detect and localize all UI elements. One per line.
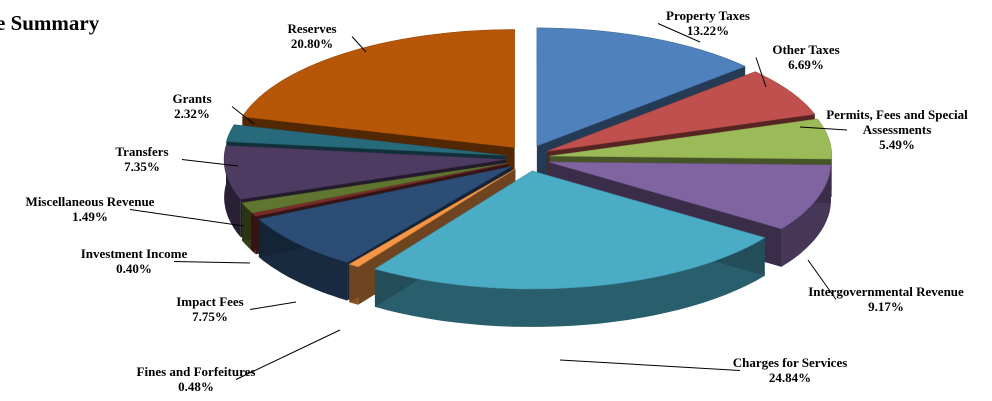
label-transfers: Transfers 7.35% xyxy=(115,144,168,174)
label-impact-fees: Impact Fees 7.75% xyxy=(176,294,244,324)
leader-fines-and-forfeitures xyxy=(235,329,341,380)
label-value-charges-for-services: 24.84% xyxy=(769,370,811,385)
label-value-intergovernmental-revenue: 9.17% xyxy=(868,299,904,314)
pie-slice-charges-for-services xyxy=(374,170,766,290)
label-value-fines-and-forfeitures: 0.48% xyxy=(178,379,214,394)
pie-slice-permits-fees-and-special-assessments xyxy=(549,118,833,160)
label-value-other-taxes: 6.69% xyxy=(788,57,824,72)
leader-intergovernmental-revenue xyxy=(807,259,837,300)
label-investment-income: Investment Income 0.40% xyxy=(81,246,188,276)
label-name-other-taxes: Other Taxes xyxy=(772,42,839,57)
label-value-transfers: 7.35% xyxy=(124,159,160,174)
label-property-taxes: Property Taxes 13.22% xyxy=(666,8,750,38)
label-other-taxes: Other Taxes 6.69% xyxy=(772,42,839,72)
label-name-miscellaneous-revenue: Miscellaneous Revenue xyxy=(26,194,155,209)
leader-grants xyxy=(231,106,255,125)
leader-transfers xyxy=(181,159,239,167)
pie-slice-fines-and-forfeitures xyxy=(348,168,516,268)
label-name-grants: Grants xyxy=(173,91,212,106)
pie-slice-impact-fees xyxy=(258,166,512,263)
label-value-investment-income: 0.40% xyxy=(116,261,152,276)
leader-property-taxes xyxy=(657,23,701,43)
label-name-investment-income: Investment Income xyxy=(81,246,188,261)
label-name-impact-fees: Impact Fees xyxy=(176,294,244,309)
label-value-permits-fees-and-special-assessments: 5.49% xyxy=(879,137,915,152)
leader-miscellaneous-revenue xyxy=(129,209,245,227)
label-charges-for-services: Charges for Services 24.84% xyxy=(733,355,848,385)
pie-slice-transfers xyxy=(223,145,507,200)
label-miscellaneous-revenue: Miscellaneous Revenue 1.49% xyxy=(26,194,155,224)
label-value-grants: 2.32% xyxy=(174,106,210,121)
pie-slice-reserves xyxy=(241,29,515,148)
pie-slice-miscellaneous-revenue xyxy=(241,162,508,214)
label-intergovernmental-revenue: Intergovernmental Revenue 9.17% xyxy=(808,284,964,314)
pie-side-transfers xyxy=(224,145,241,238)
label-name-reserves: Reserves xyxy=(287,21,336,36)
label-name-permits-fees-and-special-assessments: Permits, Fees and Special xyxy=(826,107,968,122)
label-value-miscellaneous-revenue: 1.49% xyxy=(72,209,108,224)
label-name-charges-for-services: Charges for Services xyxy=(733,355,848,370)
label-fines-and-forfeitures: Fines and Forfeitures 0.48% xyxy=(137,364,256,394)
pie-slice-intergovernmental-revenue xyxy=(548,161,832,230)
pie-side-charges-for-services xyxy=(374,237,765,327)
label-name-intergovernmental-revenue: Intergovernmental Revenue xyxy=(808,284,964,299)
label-value-reserves: 20.80% xyxy=(291,36,333,51)
label-reserves: Reserves 20.80% xyxy=(287,21,336,51)
label-name-fines-and-forfeitures: Fines and Forfeitures xyxy=(137,364,256,379)
label-name-property-taxes: Property Taxes xyxy=(666,8,750,23)
leader-other-taxes xyxy=(755,57,767,88)
label-value-impact-fees: 7.75% xyxy=(192,309,228,324)
pie-labels: Property Taxes 13.22% Other Taxes 6.69% Perm… xyxy=(26,8,969,394)
leader-investment-income xyxy=(173,261,251,264)
pie-slice-grants xyxy=(226,124,507,156)
pie-side-intergovernmental-revenue xyxy=(781,165,831,267)
leader-impact-fees xyxy=(249,301,297,310)
leader-reserves xyxy=(351,36,367,53)
pie-slice-property-taxes xyxy=(536,27,746,147)
label-value-property-taxes: 13.22% xyxy=(687,23,729,38)
label-name-transfers: Transfers xyxy=(115,144,168,159)
pie-slice-other-taxes xyxy=(546,71,816,152)
pie-top-faces xyxy=(223,27,833,290)
label-name-permits-fees-and-special-assessments: Assessments xyxy=(863,122,932,137)
leader-permits-fees-and-special-assessments xyxy=(799,126,848,131)
label-permits-fees-and-special-assessments: Permits, Fees and Special Assessments 5.49… xyxy=(826,107,968,152)
leader-charges-for-services xyxy=(559,359,741,371)
chart-title: e Summary xyxy=(0,11,100,35)
label-grants: Grants 2.32% xyxy=(173,91,212,121)
